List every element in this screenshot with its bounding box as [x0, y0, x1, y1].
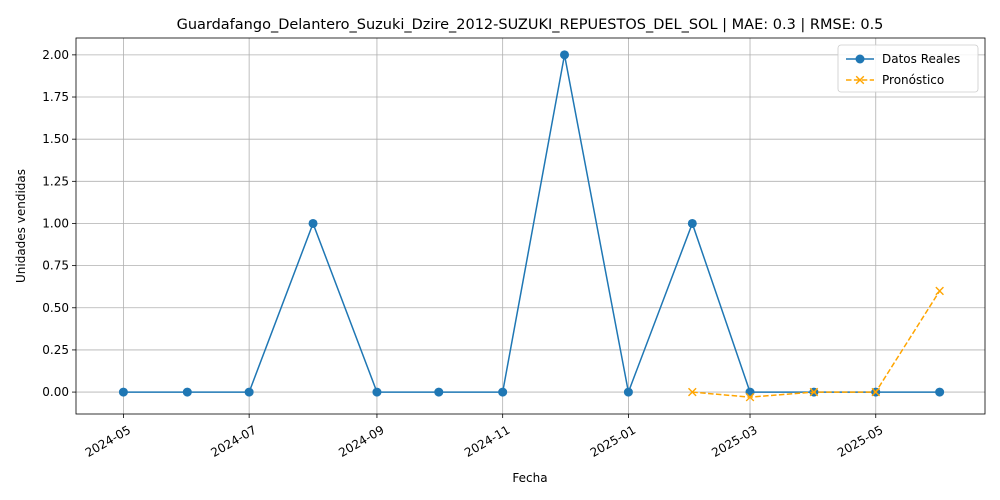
data-point [308, 218, 318, 228]
data-point [935, 387, 945, 397]
y-tick-label: 1.00 [42, 216, 69, 230]
x-tick-label: 2024-09 [336, 423, 386, 460]
x-axis-label: Fecha [512, 471, 547, 485]
data-point [745, 387, 755, 397]
series-line-0 [123, 54, 940, 395]
y-tick-label: 0.25 [42, 343, 69, 357]
x-tick-label: 2024-07 [208, 423, 258, 460]
x-tick-label: 2024-11 [462, 423, 512, 460]
data-point [182, 387, 192, 397]
data-point [434, 387, 444, 397]
legend-label-0: Datos Reales [882, 52, 960, 66]
x-axis: 2024-05 2024-07 2024-09 2024-11 2025-01 2025-… [83, 414, 885, 460]
x-tick-label: 2025-01 [588, 423, 638, 460]
data-point [118, 387, 128, 397]
chart-title: Guardafango_Delantero_Suzuki_Dzire_2012-… [177, 17, 884, 33]
data-point [623, 387, 633, 397]
y-tick-label: 2.00 [42, 48, 69, 62]
y-tick-label: 0.00 [42, 385, 69, 399]
y-axis: 0.00 0.25 0.50 0.75 1.00 1.25 1.50 1.75 2.00 [42, 48, 76, 399]
y-tick-label: 1.25 [42, 174, 69, 188]
x-tick-label: 2024-05 [83, 423, 133, 460]
series-layer [118, 50, 945, 402]
y-tick-label: 1.50 [42, 132, 69, 146]
grid-lines [76, 38, 985, 414]
data-point [560, 50, 570, 60]
data-point [809, 387, 819, 397]
y-tick-label: 0.75 [42, 259, 69, 273]
plot-frame [75, 37, 986, 415]
data-point [935, 286, 944, 296]
x-tick-label: 2025-05 [835, 423, 885, 460]
y-axis-label: Unidades vendidas [14, 169, 28, 283]
y-tick-label: 0.50 [42, 301, 69, 315]
data-point [372, 387, 382, 397]
data-point [498, 387, 508, 397]
legend-marker-1 [855, 75, 865, 85]
data-point [745, 392, 755, 402]
legend-label-1: Pronóstico [882, 73, 944, 87]
data-point [871, 387, 881, 397]
legend: Datos Reales Pronóstico [837, 44, 979, 93]
data-point [244, 387, 254, 397]
series-line-1 [692, 290, 941, 398]
data-point [687, 218, 697, 228]
legend-marker-0 [855, 54, 865, 64]
y-tick-label: 1.75 [42, 90, 69, 104]
data-point [688, 387, 697, 397]
x-tick-label: 2025-03 [709, 423, 759, 460]
